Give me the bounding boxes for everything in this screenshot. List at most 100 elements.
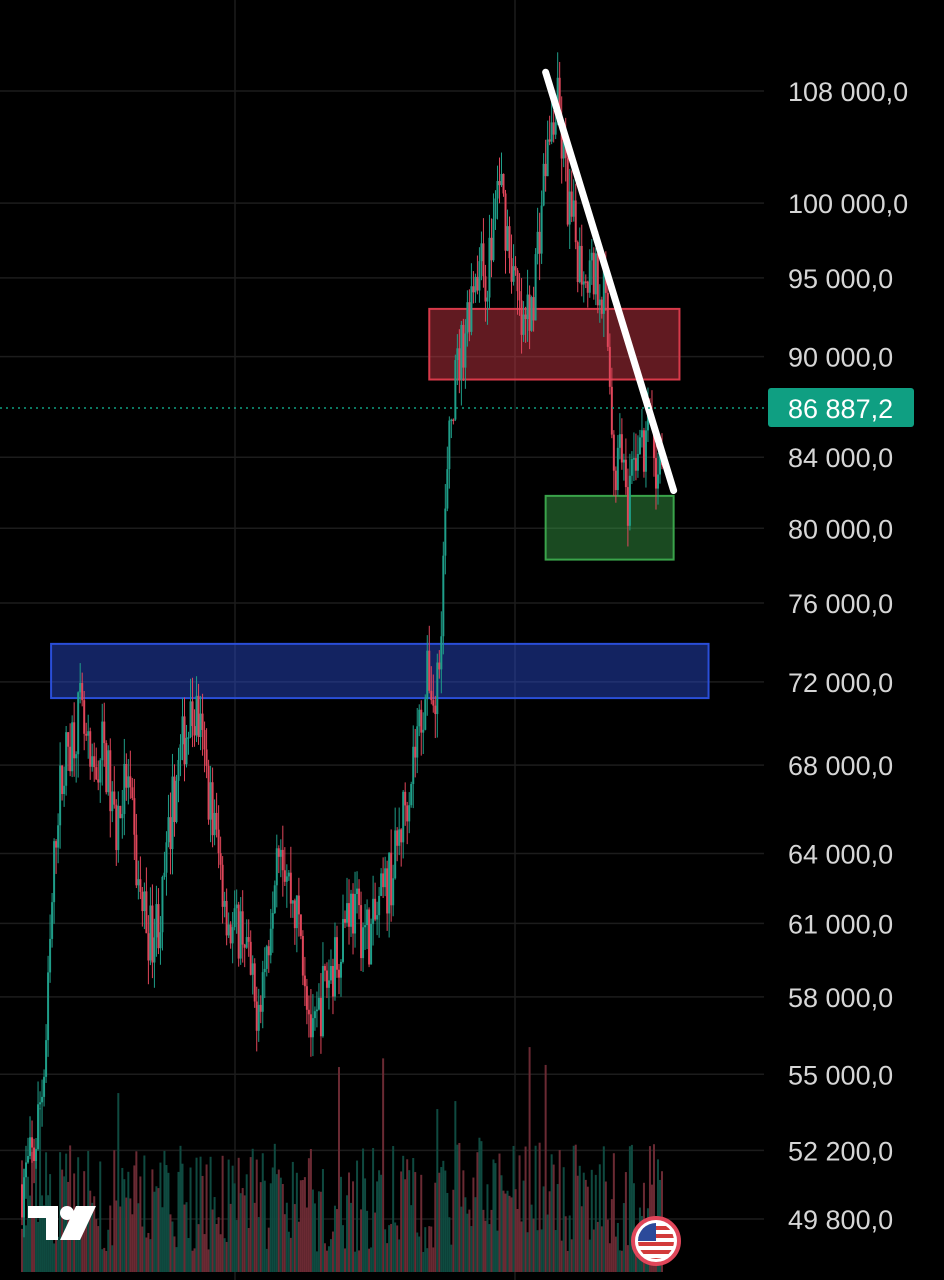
- volume-bar: [522, 1180, 525, 1272]
- candle-body: [337, 969, 340, 978]
- volume-bar: [604, 1181, 607, 1272]
- volume-bar: [564, 1216, 567, 1272]
- breakout-zone[interactable]: [50, 642, 710, 700]
- candle-body: [368, 909, 371, 965]
- volume-bar: [275, 1174, 278, 1272]
- volume-bar: [584, 1179, 587, 1272]
- candle-body: [534, 254, 537, 321]
- candle-body: [197, 695, 200, 738]
- candle-body: [644, 430, 647, 472]
- candle-body: [319, 997, 322, 1037]
- candle-body: [364, 925, 367, 928]
- volume-bar: [368, 1248, 371, 1272]
- candle-body: [520, 300, 523, 335]
- volume-bar: [514, 1189, 517, 1272]
- volume-bar: [155, 1186, 158, 1272]
- candle-body: [177, 759, 180, 781]
- candle-body: [123, 763, 126, 815]
- volume-bar: [321, 1169, 324, 1272]
- candle-body: [528, 294, 531, 331]
- candle-body: [356, 888, 359, 894]
- volume-bar: [630, 1144, 633, 1272]
- volume-bar: [628, 1146, 631, 1272]
- downtrend-line[interactable]: [542, 68, 678, 495]
- volume-bar: [123, 1179, 126, 1272]
- trendline-layer[interactable]: [542, 68, 678, 495]
- y-tick-label: 55 000,0: [788, 1060, 893, 1090]
- volume-bar: [207, 1249, 210, 1272]
- candle-body: [632, 458, 635, 460]
- candle-body: [75, 754, 78, 759]
- y-tick-label: 49 800,0: [788, 1205, 893, 1235]
- candle-body: [450, 419, 453, 422]
- volume-bar: [153, 1191, 156, 1272]
- volume-bar: [337, 1067, 340, 1272]
- support-zone[interactable]: [544, 494, 675, 561]
- volume-bar: [109, 1205, 112, 1272]
- volume-bar: [466, 1213, 469, 1272]
- candle-body: [95, 767, 98, 780]
- volume-bar: [550, 1154, 553, 1272]
- volume-bar: [420, 1174, 423, 1272]
- candle-body: [574, 200, 577, 243]
- volume-bar: [179, 1145, 182, 1272]
- volume-bar: [225, 1241, 228, 1272]
- candle-body: [297, 895, 300, 915]
- volume-bar: [366, 1210, 369, 1272]
- candle-body: [384, 868, 387, 888]
- candle-body: [169, 817, 172, 850]
- us-flag-icon[interactable]: [631, 1216, 681, 1266]
- candle-body: [490, 237, 493, 261]
- candle-body: [113, 791, 116, 805]
- candle-body: [65, 732, 68, 786]
- volume-bar: [189, 1167, 192, 1272]
- candle-body: [125, 763, 128, 788]
- candle-body: [608, 346, 611, 387]
- candle-body: [538, 231, 541, 254]
- volume-bar: [532, 1218, 535, 1272]
- volume-bar: [470, 1226, 473, 1272]
- candle-body: [432, 700, 435, 706]
- candle-body: [339, 961, 342, 978]
- candle-body: [494, 198, 497, 219]
- candle-body: [93, 756, 96, 768]
- volume-bar: [376, 1181, 379, 1272]
- price-axis[interactable]: 108 000,0 100 000,0 95 000,0 90 000,0 84 000…: [788, 77, 908, 1235]
- candle-body: [251, 963, 254, 975]
- volume-bar: [143, 1155, 146, 1272]
- volume-bar: [416, 1232, 419, 1272]
- volume-bar: [63, 1176, 66, 1272]
- candle-body: [315, 1009, 318, 1012]
- volume-bar: [372, 1148, 375, 1272]
- volume-bar: [412, 1157, 415, 1272]
- candle-body: [474, 276, 477, 293]
- candle-body: [414, 746, 417, 758]
- candle-body: [265, 946, 268, 969]
- volume-bar: [426, 1248, 429, 1272]
- tradingview-logo[interactable]: [28, 1206, 96, 1240]
- candle-body: [33, 1147, 36, 1162]
- volume-bar: [53, 1243, 56, 1272]
- volume-bar: [480, 1141, 483, 1272]
- y-tick-label: 80 000,0: [788, 514, 893, 544]
- volume-bar: [588, 1239, 591, 1272]
- volume-bar: [141, 1226, 144, 1272]
- volume-bar: [229, 1203, 232, 1272]
- candle-body: [193, 726, 196, 736]
- candle-body: [39, 1102, 42, 1105]
- candle-body: [366, 909, 369, 926]
- volume-bar: [582, 1172, 585, 1272]
- candle-body: [227, 924, 230, 936]
- candle-body: [27, 1156, 30, 1163]
- volume-bar: [566, 1250, 569, 1272]
- volume-bar: [380, 1174, 383, 1272]
- volume-bar: [261, 1153, 264, 1272]
- volume-bar: [386, 1243, 389, 1272]
- volume-bar: [462, 1170, 465, 1272]
- volume-bar: [199, 1156, 202, 1272]
- volume-bar: [39, 1108, 42, 1272]
- candle-body: [329, 966, 332, 981]
- candle-body: [215, 812, 218, 830]
- candle-body: [510, 258, 513, 282]
